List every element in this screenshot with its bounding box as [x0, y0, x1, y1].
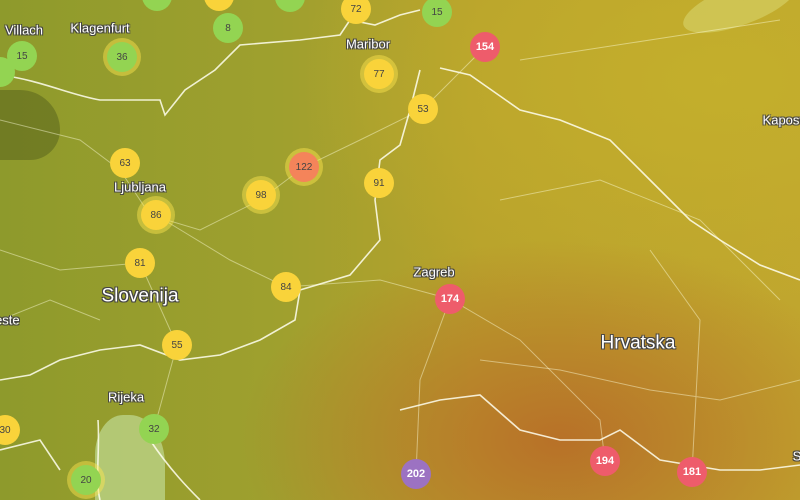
aqi-station-marker[interactable]: 77 — [364, 59, 394, 89]
aqi-station-marker[interactable]: 84 — [271, 272, 301, 302]
aqi-station-marker[interactable]: 98 — [246, 180, 276, 210]
aqi-station-marker[interactable]: 30 — [0, 415, 20, 445]
country-label: Hrvatska — [600, 332, 676, 354]
aqi-station-marker[interactable] — [204, 0, 234, 11]
city-label: Slavonski Brod — [792, 448, 800, 464]
aqi-station-marker[interactable]: 194 — [590, 446, 620, 476]
aqi-station-marker[interactable]: 202 — [401, 459, 431, 489]
city-label: Ljubljana — [113, 179, 167, 195]
aqi-station-marker[interactable]: 122 — [289, 152, 319, 182]
aqi-station-marker[interactable]: 154 — [470, 32, 500, 62]
city-label: Trieste — [0, 312, 20, 328]
city-label: Klagenfurt — [70, 20, 130, 36]
aqi-station-marker[interactable]: 72 — [341, 0, 371, 24]
city-label: Villach — [4, 22, 44, 38]
aqi-station-marker[interactable]: 20 — [71, 465, 101, 495]
aqi-station-marker[interactable]: 32 — [139, 414, 169, 444]
city-label: Kaposvár — [762, 112, 800, 128]
city-label: Rijeka — [107, 389, 145, 405]
country-label: Slovenija — [101, 285, 179, 307]
aqi-station-marker[interactable]: 63 — [110, 148, 140, 178]
aqi-station-marker[interactable]: 181 — [677, 457, 707, 487]
city-label: Maribor — [345, 36, 391, 52]
aqi-station-marker[interactable]: 55 — [162, 330, 192, 360]
aqi-station-marker[interactable]: 29 — [275, 0, 305, 12]
city-label: Zagreb — [413, 264, 455, 280]
aqi-station-marker[interactable]: 53 — [408, 94, 438, 124]
aqi-station-marker[interactable]: 174 — [435, 284, 465, 314]
aqi-station-marker[interactable]: 8 — [213, 13, 243, 43]
aqi-station-marker[interactable]: 86 — [141, 200, 171, 230]
aqi-station-marker[interactable]: 81 — [125, 248, 155, 278]
aqi-station-marker[interactable] — [142, 0, 172, 11]
aqi-station-marker[interactable]: 15 — [422, 0, 452, 27]
aqi-station-marker[interactable]: 91 — [364, 168, 394, 198]
aqi-station-marker[interactable]: 36 — [107, 42, 137, 72]
aqi-station-marker[interactable] — [0, 57, 15, 87]
